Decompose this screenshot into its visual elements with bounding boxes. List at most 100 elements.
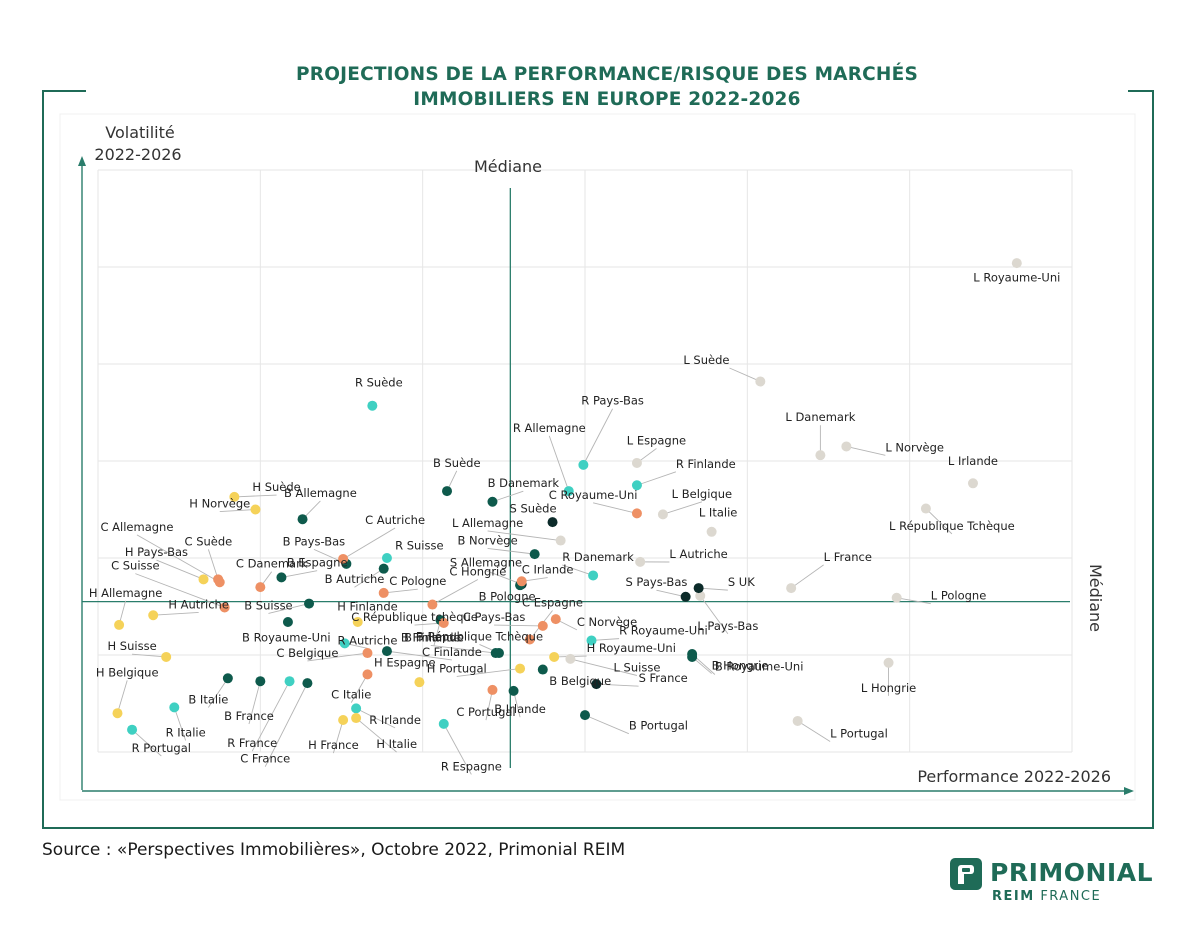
- leader-line: [636, 471, 677, 486]
- data-point-label: L Danemark: [785, 410, 855, 424]
- data-point: [1011, 258, 1022, 269]
- leader-line: [350, 674, 368, 703]
- leader-line: [153, 611, 199, 616]
- data-point-label: B France: [224, 709, 274, 723]
- leader-line: [386, 650, 452, 661]
- data-point-label: B Pays-Bas: [283, 534, 345, 548]
- data-point: [883, 657, 894, 668]
- data-point-label: S Pays-Bas: [625, 575, 687, 589]
- data-point-label: C République tchèque: [351, 610, 478, 624]
- data-point: [687, 651, 698, 662]
- leader-line: [264, 682, 308, 767]
- data-point-label: L Pologne: [931, 589, 987, 603]
- data-point: [438, 617, 449, 628]
- chart-title-line-1: PROJECTIONS DE LA PERFORMANCE/RISQUE DES…: [296, 64, 918, 85]
- data-point-label: B Autriche: [325, 572, 385, 586]
- leader-line: [925, 508, 953, 535]
- leader-line: [332, 719, 344, 754]
- data-point: [427, 599, 438, 610]
- data-point-label: L Italie: [699, 505, 737, 519]
- data-point-label: H Espagne: [374, 656, 436, 670]
- data-point-label: L Royaume-Uni: [973, 271, 1060, 285]
- data-point-label: C Suisse: [111, 559, 160, 573]
- leader-line: [662, 501, 703, 515]
- data-point: [631, 480, 642, 491]
- data-point: [563, 486, 574, 497]
- data-point-label: C France: [240, 752, 290, 766]
- data-point-label: B Hongrie: [712, 659, 769, 673]
- data-point: [490, 648, 501, 659]
- data-point-label: S Suède: [510, 501, 557, 515]
- data-point-label: B Irlande: [494, 702, 546, 716]
- data-point-label: C Suède: [185, 534, 233, 548]
- logo-name: PRIMONIAL: [990, 858, 1154, 887]
- leader-line: [797, 720, 831, 742]
- leader-line: [456, 668, 521, 677]
- data-point-label: B Portugal: [629, 719, 688, 733]
- data-point-label: L Irlande: [948, 454, 998, 468]
- data-point-label: R Royaume-Uni: [619, 624, 708, 638]
- data-point-label: C Belgique: [276, 646, 338, 660]
- data-point: [219, 602, 230, 613]
- leader-line: [342, 527, 396, 560]
- data-point: [891, 592, 902, 603]
- leader-line: [570, 658, 638, 676]
- data-point: [516, 576, 527, 587]
- data-point-label: S UK: [728, 575, 755, 589]
- leader-line: [131, 729, 162, 757]
- data-point-label: C Finlande: [422, 645, 482, 659]
- data-point-label: H Royaume-Uni: [587, 641, 676, 655]
- data-point: [148, 610, 159, 621]
- leader-line: [596, 683, 639, 687]
- axes: [78, 156, 1134, 795]
- data-point-label: C Espagne: [522, 596, 583, 610]
- data-point-label: R France: [227, 736, 277, 750]
- data-point-label: L Autriche: [669, 547, 727, 561]
- x-axis-title: Performance 2022-2026: [917, 767, 1111, 786]
- data-point: [693, 583, 704, 594]
- data-point: [367, 400, 378, 411]
- leader-line: [443, 723, 472, 775]
- leader-line: [487, 547, 535, 555]
- data-point: [222, 673, 233, 684]
- data-point: [550, 614, 561, 625]
- data-point-label: R Espagne: [441, 759, 502, 773]
- leader-line: [251, 680, 290, 752]
- data-point: [381, 646, 392, 657]
- data-point: [487, 496, 498, 507]
- leader-line: [430, 644, 496, 654]
- data-point: [284, 676, 295, 687]
- leader-line: [355, 717, 397, 753]
- data-point-label: R Allemagne: [513, 421, 586, 435]
- data-point-label: L Pays-Bas: [697, 619, 758, 633]
- leader-line: [485, 689, 493, 721]
- data-point: [213, 574, 224, 585]
- chart-title: PROJECTIONS DE LA PERFORMANCE/RISQUE DES…: [0, 62, 1200, 112]
- data-point: [631, 457, 642, 468]
- data-point-label: C Irlande: [522, 563, 574, 577]
- data-point: [438, 718, 449, 729]
- data-point: [786, 583, 797, 594]
- data-point-label: B Norvège: [458, 533, 518, 547]
- median-y-label: Médiane: [1086, 564, 1105, 632]
- leader-line: [432, 579, 479, 605]
- data-point-label: L Hongrie: [861, 681, 916, 695]
- data-point: [304, 598, 315, 609]
- data-point-label: H France: [308, 738, 359, 752]
- leader-line: [699, 595, 729, 635]
- data-point-label: B République Tchèque: [416, 629, 543, 643]
- y-axis-title-line-2: 2022-2026: [94, 145, 181, 164]
- data-point-label: L Espagne: [627, 434, 686, 448]
- data-point-label: R Italie: [166, 725, 206, 739]
- data-point: [555, 535, 566, 546]
- leader-line: [208, 678, 229, 708]
- data-point-label: L Suisse: [613, 660, 660, 674]
- leader-line: [207, 549, 219, 580]
- data-point-label: C Portugal: [456, 705, 515, 719]
- data-point: [591, 679, 602, 690]
- leader-line: [281, 570, 318, 578]
- leader-line: [485, 570, 522, 585]
- leader-line: [896, 597, 931, 605]
- data-point-label: C Italie: [331, 688, 371, 702]
- data-point: [695, 590, 706, 601]
